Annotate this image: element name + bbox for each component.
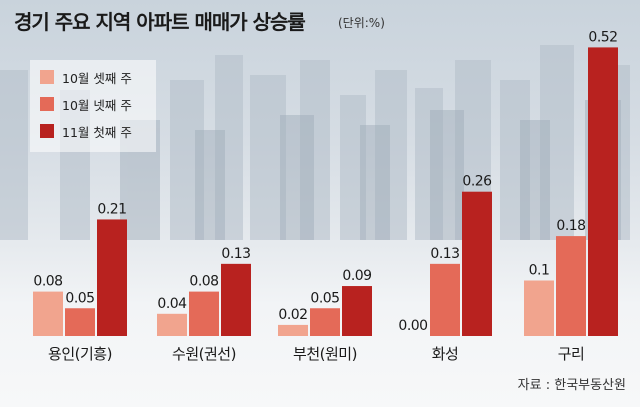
bar-4-series-2 — [430, 263, 460, 336]
data-label-5-series-2: 0.18 — [556, 218, 585, 234]
source-note: 자료 : 한국부동산원 — [517, 378, 626, 393]
bar-2-series-1 — [157, 313, 187, 336]
category-label-4: 화성 — [432, 345, 459, 363]
legend-label-series-3: 11월 첫째 주 — [62, 125, 132, 140]
data-label-5-series-1: 0.1 — [529, 263, 550, 279]
bar-3-series-3 — [342, 286, 372, 336]
bar-3-series-1 — [278, 324, 308, 336]
data-label-1-series-3: 0.21 — [97, 201, 126, 217]
data-label-4-series-3: 0.26 — [462, 174, 492, 190]
data-label-2-series-2: 0.08 — [189, 274, 218, 290]
category-label-3: 부천(원미) — [293, 345, 357, 363]
category-label-5: 구리 — [558, 345, 585, 363]
category-label-2: 수원(권선) — [172, 345, 236, 363]
data-label-3-series-1: 0.02 — [278, 307, 307, 323]
bar-1-series-2 — [65, 308, 95, 336]
data-label-1-series-2: 0.05 — [65, 290, 94, 306]
legend-swatch-series-2 — [40, 97, 54, 111]
legend: 10월 셋째 주 10월 넷째 주 11월 첫째 주 — [30, 60, 156, 152]
unit-label: (단위:%) — [338, 16, 385, 30]
bar-3-series-2 — [310, 308, 340, 336]
legend-swatch-series-3 — [40, 124, 54, 138]
data-label-5-series-3: 0.52 — [588, 29, 617, 45]
legend-label-series-2: 10월 넷째 주 — [62, 98, 132, 113]
legend-swatch-series-1 — [40, 70, 54, 84]
data-label-2-series-1: 0.04 — [157, 296, 187, 312]
bar-5-series-2 — [556, 236, 586, 336]
category-label-1: 용인(기흥) — [48, 345, 112, 363]
chart-title: 경기 주요 지역 아파트 매매가 상승률 — [14, 10, 306, 34]
bar-2-series-2 — [189, 291, 219, 336]
bar-5-series-3 — [588, 47, 618, 337]
data-label-1-series-1: 0.08 — [33, 274, 62, 290]
data-label-4-series-1: 0.00 — [398, 318, 427, 334]
data-label-3-series-2: 0.05 — [310, 290, 339, 306]
bar-1-series-3 — [97, 219, 127, 336]
legend-label-series-1: 10월 셋째 주 — [62, 71, 132, 86]
bar-1-series-1 — [33, 291, 63, 336]
data-label-2-series-3: 0.13 — [221, 246, 250, 262]
bar-4-series-3 — [462, 191, 492, 336]
bar-5-series-1 — [524, 280, 554, 336]
data-label-4-series-2: 0.13 — [430, 246, 459, 262]
bar-2-series-3 — [221, 263, 251, 336]
data-label-3-series-3: 0.09 — [342, 268, 371, 284]
